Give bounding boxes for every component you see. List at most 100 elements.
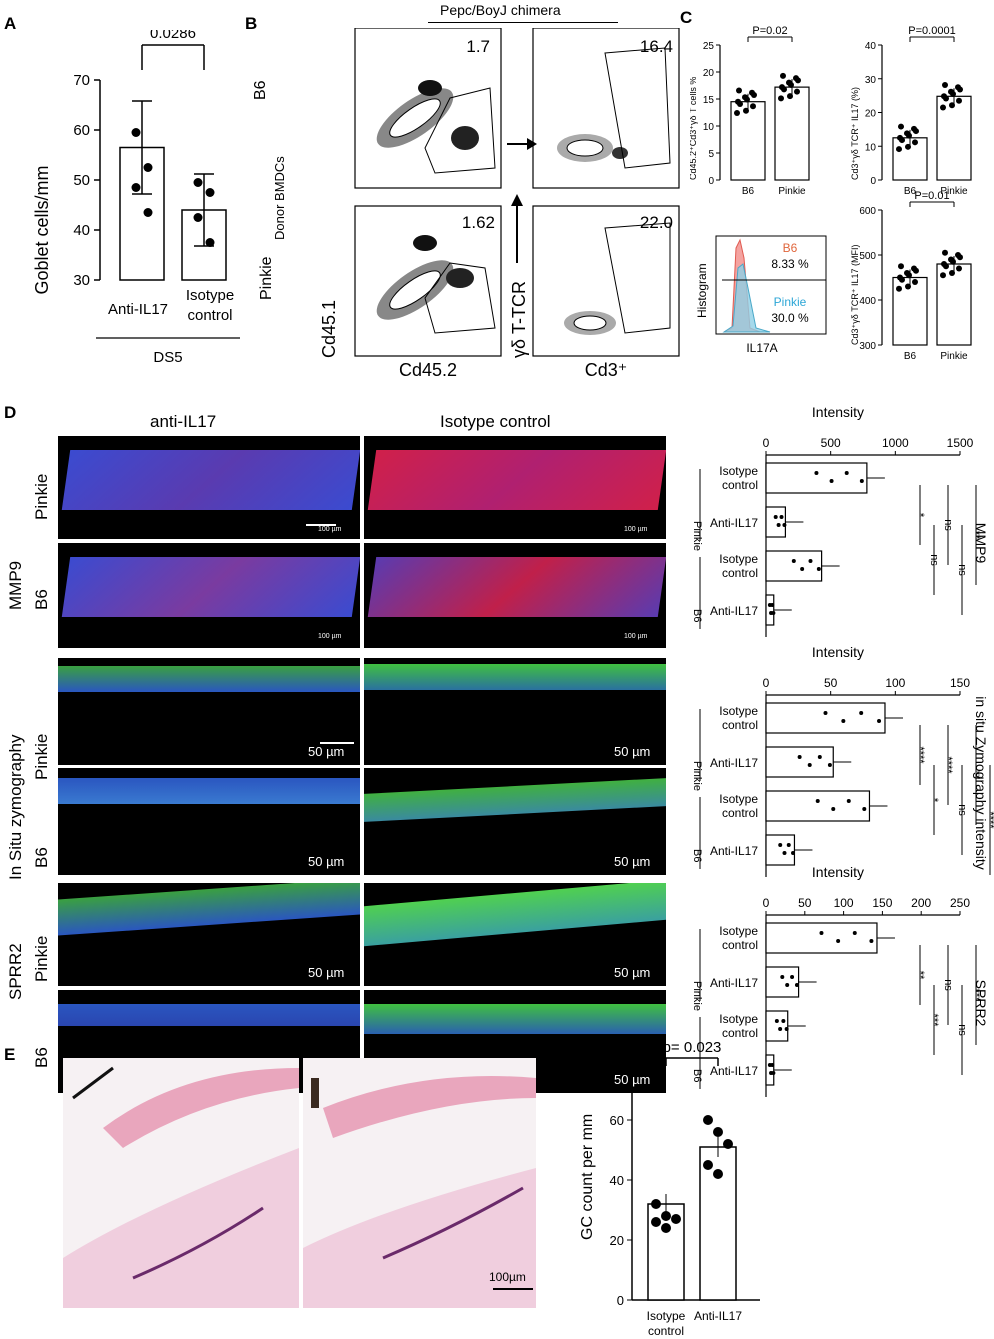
gate-value-3: 1.62 (462, 213, 495, 232)
panel-c-point (957, 254, 963, 261)
panel-d-bar (765, 966, 800, 998)
panel-c-point (912, 279, 918, 285)
panel-d-bar (765, 550, 823, 582)
scale-label: 50 µm (614, 854, 651, 869)
hist-b6-value: 8.33 % (771, 257, 809, 271)
panel-d-point (773, 515, 778, 519)
panel-e-point (723, 1139, 733, 1149)
flow-xlabel-left: Cd45.2 (399, 360, 457, 378)
panel-letter-b: B (245, 14, 258, 33)
panel-d-tick-label: 1500 (947, 436, 974, 450)
img-mmp9-anti-pinkie: 100 µm (58, 436, 360, 539)
panel-b-flow-plots: 1.7 16.4 1.62 22.0 Cd45.2 Cd3⁺ Cd45.1 γδ… (319, 28, 680, 378)
d-row-pinkie-2: Pinkie (32, 733, 51, 780)
panel-c-pvalue: P=0.01 (914, 190, 949, 202)
img-zymo-anti-b6: 50 µm (58, 768, 360, 875)
panel-c-ytick-label: 300 (859, 341, 876, 352)
panel-a-pvalue: 0.0286 (150, 30, 196, 42)
panel-e-point (713, 1127, 723, 1137)
flow-ylabel-right: γδ T-TCR (509, 281, 529, 358)
panel-c-point (956, 97, 962, 104)
panel-a-point (193, 178, 203, 187)
panel-c-point (751, 91, 757, 98)
panel-c-point (942, 249, 948, 256)
panel-e-ylabel: GC count per mm (579, 1114, 596, 1240)
panel-c-point (956, 265, 962, 272)
panel-d-row-label: Anti-IL17 (710, 1064, 758, 1078)
panel-d-chart-title: Intensity (812, 644, 864, 660)
panel-a-point (131, 128, 141, 137)
hist-pinkie-label: Pinkie (774, 295, 807, 309)
panel-d-bar (765, 702, 886, 734)
panel-d-point (852, 931, 857, 935)
panel-e-ytick-label: 60 (610, 1113, 624, 1128)
panel-c-ytick-label: 10 (865, 142, 877, 153)
panel-d-tick-label: 0 (763, 676, 770, 690)
panel-d-row-label: Anti-IL17 (710, 976, 758, 990)
panel-d-sig-label: ns (956, 1024, 968, 1036)
panel-d-group-label: Pinkie (691, 521, 703, 551)
panel-c-ytick-label: 25 (703, 41, 715, 52)
panel-c-point (896, 146, 902, 153)
panel-c-category: Pinkie (940, 186, 968, 197)
panel-c-point (906, 132, 912, 139)
panel-c-point (943, 95, 949, 102)
panel-c-point (899, 137, 905, 144)
panel-c-ytick-label: 40 (865, 41, 877, 52)
panel-d-point (785, 983, 790, 987)
he-scale-label: 100µm (489, 1270, 526, 1284)
panel-d-bar (765, 746, 834, 778)
panel-d-tick-label: 50 (824, 676, 838, 690)
panel-c-ytick-label: 600 (859, 206, 876, 217)
panel-d-row-label: control (722, 718, 758, 732)
flow-density-3 (376, 235, 496, 334)
panel-d-tick-label: 100 (834, 896, 854, 910)
panel-a-ytick-label: 50 (73, 172, 90, 189)
flow-xlabel-right: Cd3⁺ (585, 360, 628, 378)
panel-d-row-label: Anti-IL17 (710, 516, 758, 530)
panel-b-row-pinkie: Pinkie (258, 256, 275, 300)
flow-ylabel-left: Cd45.1 (319, 300, 339, 358)
panel-a-ylabel: Goblet cells/mm (32, 165, 52, 294)
panel-c-point (781, 86, 787, 93)
e-title-anti: Anti-IL17 (383, 1042, 428, 1054)
scale-label: 100 µm (318, 633, 342, 640)
panel-d-sig-label: ns (956, 564, 968, 576)
panel-c-point (912, 139, 918, 146)
panel-e-point (671, 1214, 681, 1224)
panel-c-point (787, 93, 793, 100)
scale-label: 50 µm (308, 965, 345, 980)
panel-d-bar (765, 594, 775, 626)
panel-d-point (780, 975, 785, 979)
scale-label: 50 µm (614, 965, 651, 980)
panel-d-chart-title: Intensity (812, 404, 864, 420)
panel-d-row-label: Isotype (719, 792, 758, 806)
d-group-zymography: In Situ zymography (6, 734, 25, 880)
img-zymo-anti-pinkie: 50 µm (58, 658, 360, 765)
panel-d-chart-title: Intensity (812, 864, 864, 880)
panel-d-point (808, 559, 813, 563)
panel-c-ytick-label: 500 (859, 251, 876, 262)
scale-label: 50 µm (308, 744, 345, 759)
panel-c-point (949, 102, 955, 109)
hist-ylabel: Histogram (695, 263, 709, 318)
panel-c-point (957, 86, 963, 93)
panel-d-bar (765, 790, 871, 822)
panel-d-point (797, 755, 802, 759)
panel-d-point (859, 479, 864, 483)
panel-c-ytick-label: 0 (870, 176, 876, 187)
e-title-isotype: Isotype control (140, 1042, 212, 1054)
panel-d-row-label: Isotype (719, 924, 758, 938)
panel-c-point (795, 77, 801, 84)
panel-d-sig-label: * (928, 798, 940, 803)
panel-b-title-line (428, 22, 618, 23)
panel-e-point (703, 1160, 713, 1170)
img-mmp9-anti-b6: 100 µm (58, 543, 360, 648)
panel-c-ytick-label: 20 (703, 68, 715, 79)
panel-d-bar (765, 922, 878, 954)
panel-d-row-label: control (722, 938, 758, 952)
panel-c-point (743, 107, 749, 114)
panel-d-point (827, 763, 832, 767)
